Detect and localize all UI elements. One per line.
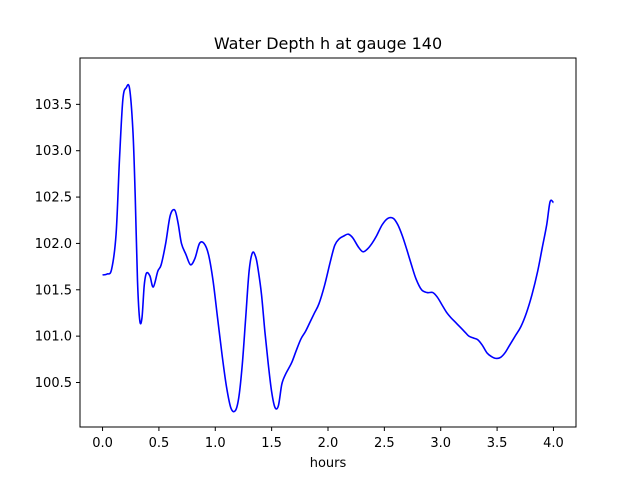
y-tick-label: 103.0 [35,144,72,159]
x-tick-label: 1.0 [205,436,226,451]
x-tick-label: 4.0 [543,436,564,451]
x-tick-label: 2.5 [374,436,395,451]
x-tick-label: 0.0 [92,436,113,451]
y-tick-label: 102.5 [35,191,72,206]
y-tick-label: 102.0 [35,237,72,252]
chart-title: Water Depth h at gauge 140 [214,34,442,53]
x-tick-label: 2.0 [318,436,339,451]
plot-area [102,83,554,413]
x-tick-label: 1.5 [261,436,282,451]
y-tick-label: 101.0 [35,330,72,345]
x-axis: 0.0 0.5 1.0 1.5 2.0 2.5 3.0 3.5 4.0 [92,427,564,451]
y-tick-label: 103.5 [35,98,72,113]
x-tick-label: 0.5 [149,436,170,451]
y-tick-label: 101.5 [35,283,72,298]
x-tick-label: 3.5 [487,436,508,451]
series-line [102,83,554,413]
y-tick-label: 100.5 [35,376,72,391]
x-axis-label: hours [310,456,347,471]
y-axis: 100.5 101.0 101.5 102.0 102.5 103.0 103.5 [35,98,80,391]
x-tick-label: 3.0 [430,436,451,451]
